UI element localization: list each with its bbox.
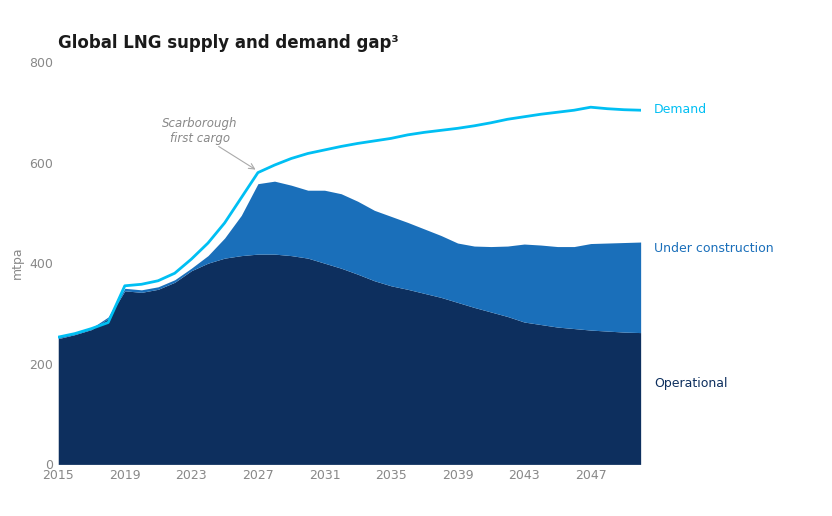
Text: Demand: Demand	[654, 103, 707, 116]
Text: Scarborough
first cargo: Scarborough first cargo	[162, 117, 237, 145]
Text: Under construction: Under construction	[654, 241, 774, 254]
Text: Global LNG supply and demand gap³: Global LNG supply and demand gap³	[58, 34, 399, 52]
Text: Operational: Operational	[654, 377, 727, 391]
Y-axis label: mtpa: mtpa	[11, 247, 24, 280]
